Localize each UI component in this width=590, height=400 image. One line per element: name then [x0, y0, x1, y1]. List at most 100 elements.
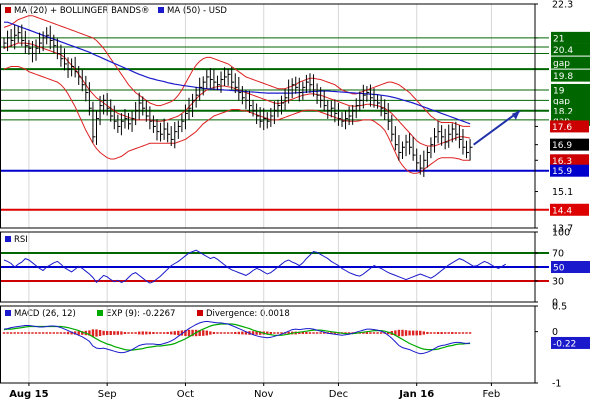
price-tag-bg-0 — [551, 31, 590, 44]
price-tag-label-10: 16.3 — [552, 157, 572, 167]
x-tick-label-6: Feb — [483, 389, 501, 400]
price-tag-bg-1 — [551, 43, 590, 56]
divergence-bar-115 — [411, 330, 415, 336]
divergence-bar-19 — [70, 331, 73, 335]
price-tag-bg-3 — [551, 69, 590, 82]
divergence-bar-48 — [173, 331, 176, 335]
divergence-bar-127 — [454, 332, 458, 334]
price-legend: MA (20) + BOLLINGER BANDS® MA (50) - USD — [5, 6, 227, 16]
divergence-bar-119 — [426, 332, 429, 334]
rsi-y-label-0: 0 — [552, 298, 558, 309]
divergence-bar-71 — [255, 331, 258, 335]
divergence-bar-35 — [127, 332, 130, 334]
divergence-bar-32 — [116, 331, 120, 335]
price-tag-label-1: 20.4 — [553, 46, 573, 56]
price-panel — [0, 3, 549, 229]
x-tick-label-3: Nov — [254, 389, 274, 400]
divergence-bar-29 — [105, 331, 109, 335]
divergence-bar-27 — [98, 330, 102, 336]
divergence-bar-56 — [202, 330, 205, 336]
divergence-bar-131 — [468, 332, 472, 334]
x-tick-label-0: Aug 15 — [9, 389, 48, 400]
macd-legend-swatch — [5, 310, 11, 316]
divergence-bar-30 — [109, 331, 112, 335]
divergence-bar-12 — [45, 332, 48, 334]
divergence-bar-120 — [429, 332, 433, 334]
divergence-bar-42 — [152, 332, 155, 334]
divergence-bar-72 — [258, 331, 262, 335]
divergence-bar-8 — [31, 332, 34, 334]
divergence-bar-18 — [66, 331, 70, 335]
price-tag-bg-9 — [550, 138, 589, 151]
price-tag-label-3: 19.8 — [553, 72, 573, 82]
price-tag-label-5: gap — [553, 97, 570, 107]
rsi-y-label-70: 70 — [552, 249, 564, 260]
rsi-current-tag-bg — [551, 261, 590, 273]
price-tag-label-2: gap — [553, 59, 570, 69]
divergence-bar-101 — [362, 332, 365, 334]
price-tag-bg-5 — [551, 94, 590, 107]
rsi-panel: 100 70 30 0 50 — [0, 228, 590, 309]
divergence-bar-93 — [333, 332, 337, 334]
projection-arrow-line — [473, 109, 521, 146]
price-tag-label-12: 14.4 — [552, 206, 572, 216]
rsi-y-label-30: 30 — [552, 277, 564, 288]
divergence-bar-63 — [226, 332, 230, 334]
price-y-label-12: 13.7 — [552, 224, 573, 235]
rsi-legend-label: RSI — [14, 235, 28, 245]
divergence-bar-80 — [287, 331, 290, 335]
divergence-bar-106 — [379, 332, 383, 334]
divergence-bar-124 — [443, 332, 447, 334]
divergence-bar-112 — [401, 329, 404, 337]
divergence-bar-43 — [155, 332, 159, 334]
price-tag-label-8: 17.6 — [552, 123, 572, 133]
divergence-bar-6 — [24, 332, 27, 334]
divergence-bar-108 — [387, 331, 390, 335]
divergence-bar-11 — [41, 332, 45, 334]
divergence-bar-55 — [198, 330, 201, 336]
divergence-bar-9 — [34, 332, 38, 334]
signal-legend-label: EXP (9): -0.2267 — [106, 309, 175, 319]
macd-panel: 0.5 0 -1 -0.22 — [0, 302, 590, 390]
divergence-bar-89 — [319, 332, 322, 334]
divergence-bar-28 — [102, 330, 105, 336]
macd-legend-label: MACD (26, 12) — [14, 309, 76, 319]
divergence-bar-97 — [347, 332, 351, 334]
rsi-line — [3, 249, 506, 284]
divergence-bar-125 — [447, 332, 450, 334]
divergence-bar-66 — [237, 331, 241, 335]
divergence-bar-15 — [56, 332, 59, 334]
divergence-bar-20 — [73, 331, 77, 335]
price-tag-label-4: 19 — [553, 86, 565, 96]
price-tag-bg-4 — [551, 83, 590, 96]
divergence-bar-44 — [159, 332, 162, 334]
ma20-line — [3, 42, 471, 147]
rsi-legend: RSI — [5, 235, 28, 245]
price-tag-bg-8 — [550, 120, 589, 133]
divergence-bar-0 — [2, 332, 6, 334]
price-y-label-10: 15.1 — [552, 187, 573, 198]
divergence-bar-78 — [280, 332, 283, 334]
divergence-bar-70 — [251, 331, 255, 335]
divergence-bar-10 — [38, 332, 41, 334]
divergence-bar-57 — [205, 330, 208, 336]
divergence-bar-64 — [230, 332, 233, 334]
divergence-bar-68 — [244, 331, 248, 335]
divergence-bar-86 — [308, 332, 312, 334]
price-tag-bg-2 — [551, 56, 590, 69]
divergence-bar-104 — [372, 332, 376, 334]
divergence-bar-67 — [241, 331, 244, 335]
price-tag-bg-12 — [550, 203, 589, 216]
divergence-bar-126 — [451, 332, 454, 334]
divergence-bar-37 — [134, 332, 137, 334]
divergence-bar-52 — [187, 329, 191, 337]
projection-arrow-head — [511, 110, 520, 120]
divergence-bar-1 — [6, 332, 9, 334]
divergence-bar-5 — [20, 332, 23, 334]
divergence-bar-61 — [219, 332, 223, 334]
divergence-bar-62 — [223, 332, 226, 334]
macd-current-tag-label: -0.22 — [553, 339, 576, 349]
ma50-line — [4, 21, 471, 125]
